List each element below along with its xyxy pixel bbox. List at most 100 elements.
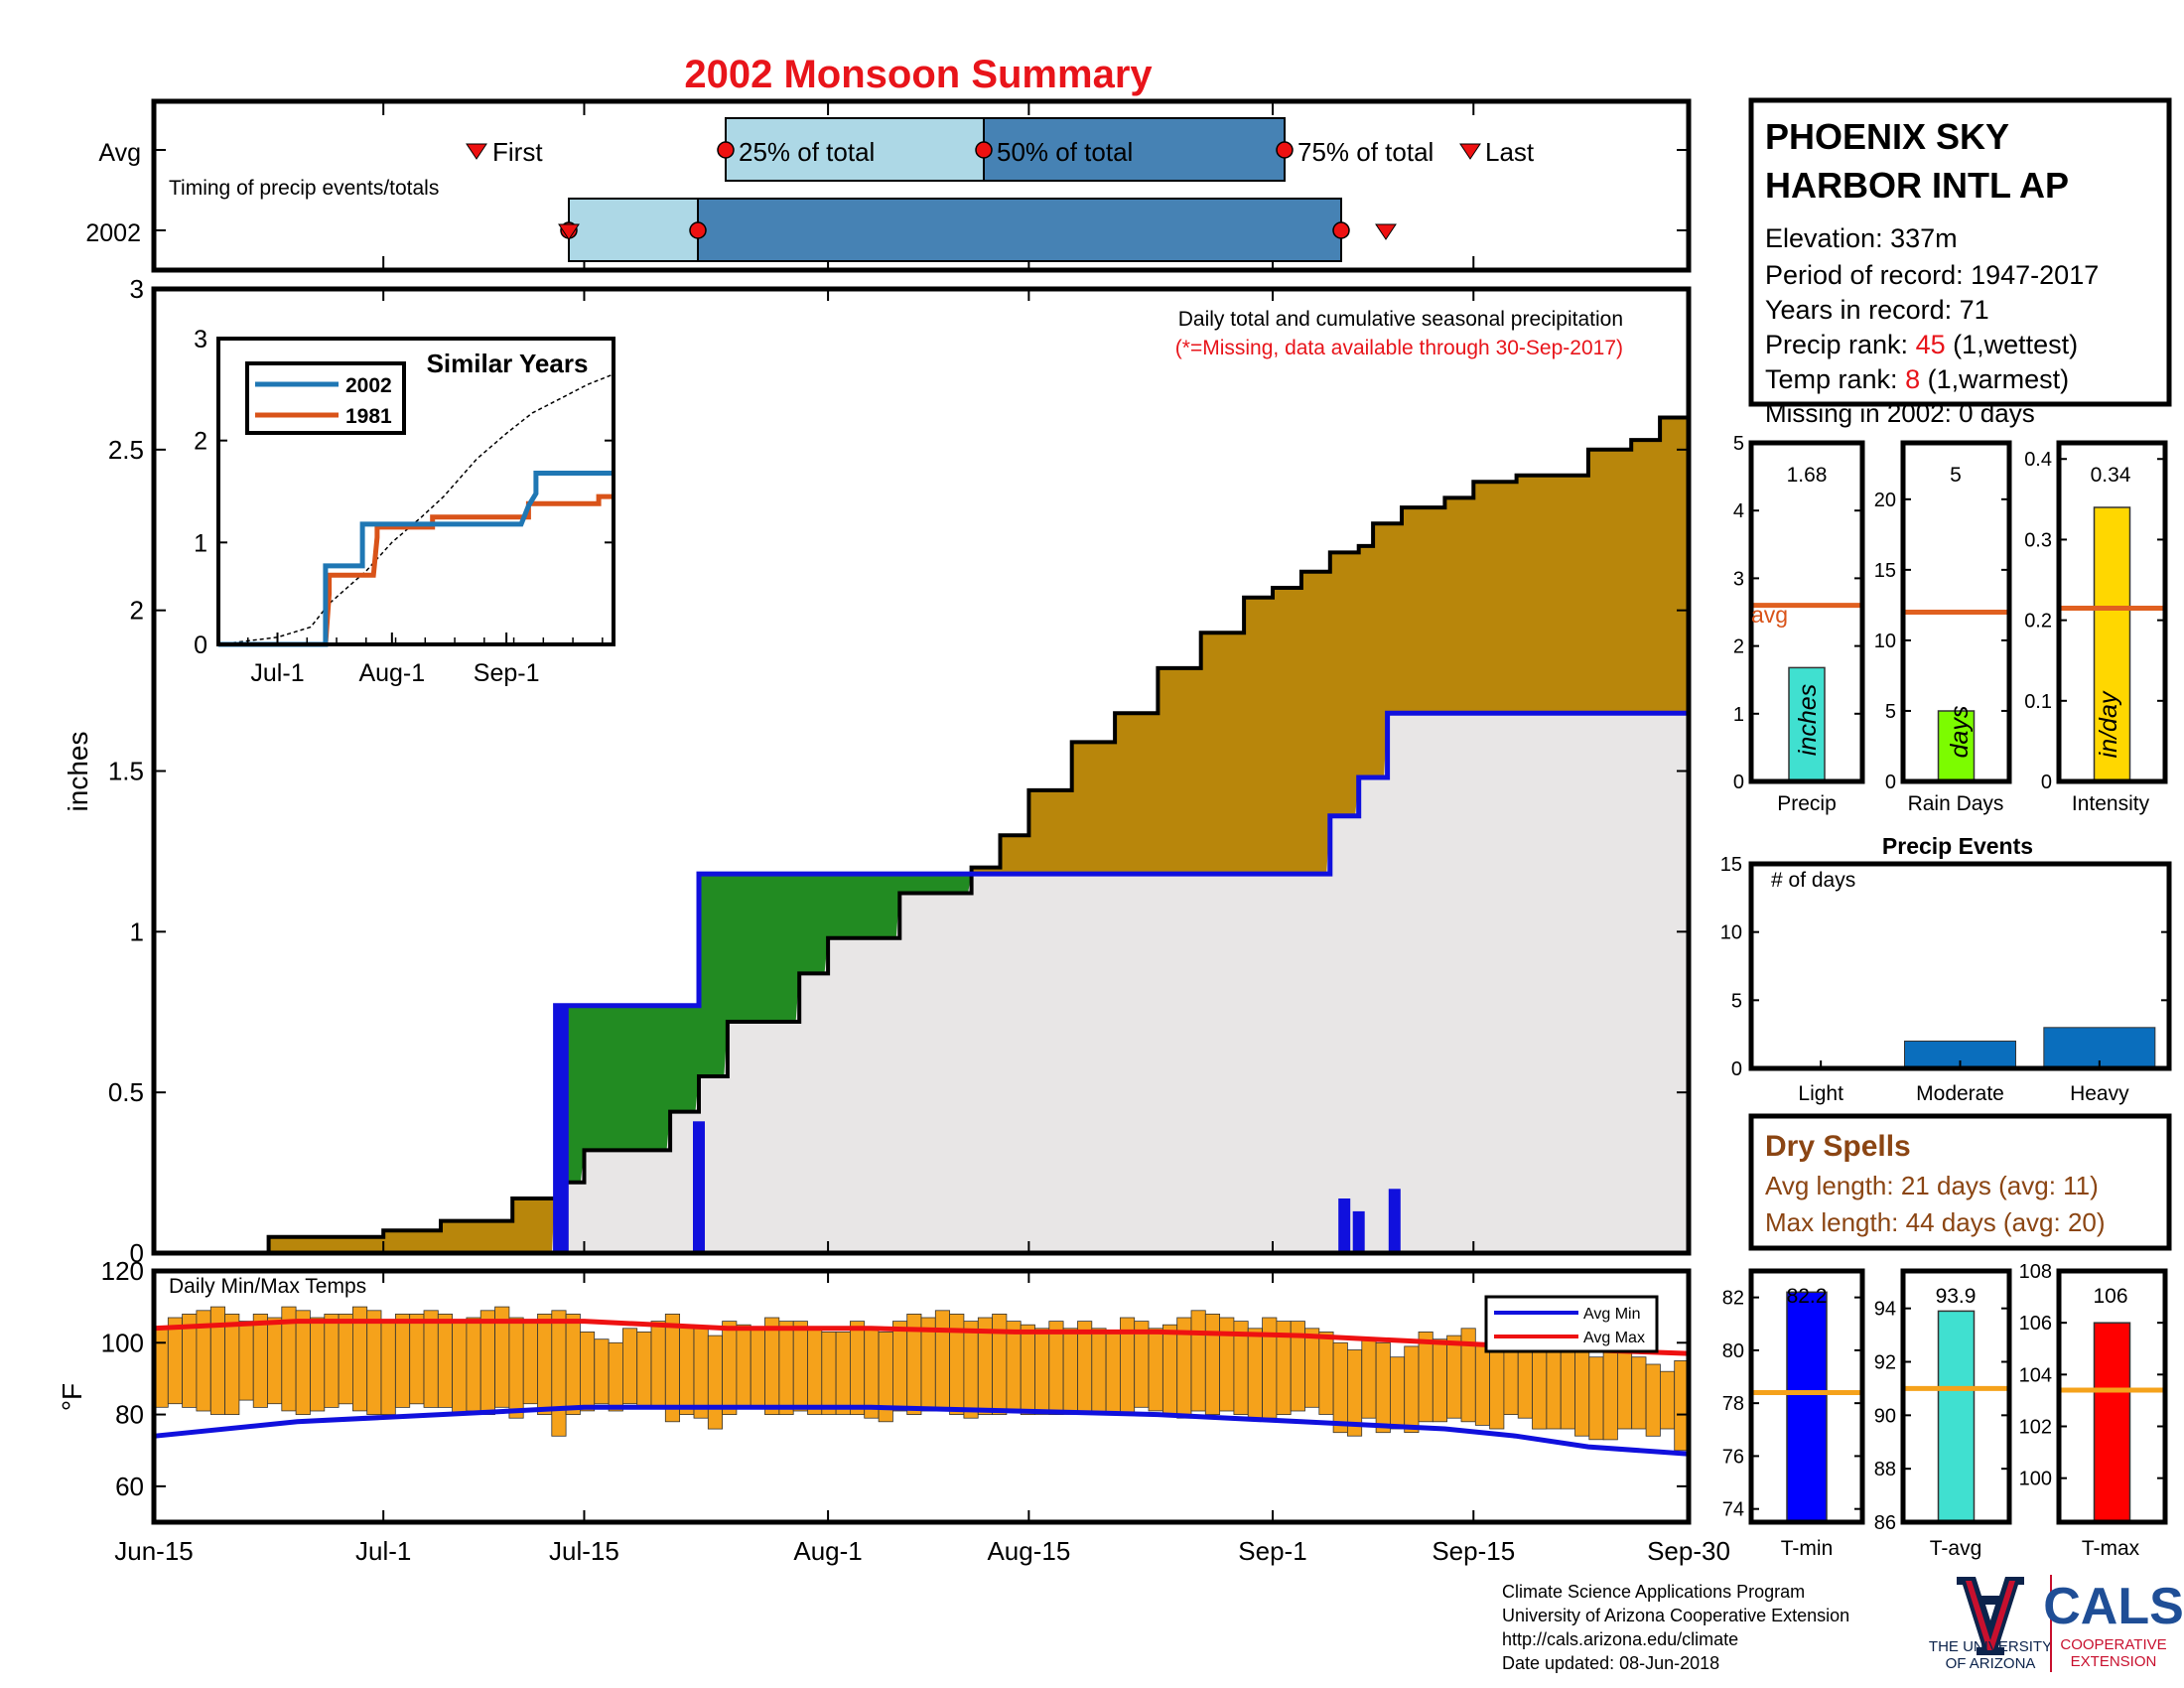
temp-bar-day-70 [1148, 1328, 1163, 1412]
tmax-panel-frame [2056, 1268, 2168, 1525]
precip-xlabel: Precip [1777, 792, 1837, 815]
events-frame [1748, 861, 2172, 1071]
timing-caption: Timing of precip events/totals [169, 177, 439, 200]
tmax-panel-bar [2093, 1322, 2131, 1523]
tmin-panel-ytick-label-1: 76 [1722, 1446, 1744, 1468]
inset-xtick-label-0: Jul-1 [250, 659, 304, 687]
daily-precip-bars [556, 1005, 1401, 1253]
temp-bar-day-29 [565, 1314, 581, 1416]
inset-legend-1981: 1981 [345, 405, 392, 428]
temp-bar-day-43 [764, 1317, 780, 1415]
legend-first: First [492, 137, 543, 167]
cals-logo-line-1: COOPERATIVE [2060, 1636, 2166, 1653]
inset-title: Similar Years [427, 349, 589, 378]
temp-bar-day-71 [1162, 1324, 1178, 1415]
temp-bar-day-101 [1588, 1356, 1604, 1441]
precip-panel-ytick-label-2: 2 [1733, 636, 1744, 658]
date-tick-label-1: Jul-1 [355, 1536, 411, 1566]
legend-50: 50% of total [997, 137, 1133, 167]
temp-bar-day-99 [1560, 1345, 1575, 1430]
temp-bar-day-77 [1247, 1328, 1263, 1419]
temp-bar-day-63 [1048, 1321, 1064, 1415]
footer: Climate Science Applications Program Uni… [1502, 1582, 1849, 1673]
temp-bar-day-12 [324, 1314, 340, 1408]
temp-bar-day-60 [1006, 1321, 1022, 1412]
tmax-panel-ytick-label-2: 104 [2019, 1364, 2052, 1386]
main-ytick-label-6: 3 [130, 274, 144, 304]
footer-line-4: Date updated: 08-Jun-2018 [1502, 1653, 1719, 1673]
intensity-unit-label: in/day [2095, 690, 2122, 758]
precip-panel-ytick-label-4: 4 [1733, 500, 1744, 522]
timing-panel: Avg 2002 First 25% of total 50% of total… [85, 98, 1692, 273]
temp-bar-day-55 [934, 1310, 951, 1408]
tmax-panel-ytick-label-1: 102 [2019, 1416, 2052, 1438]
dry-spells-box: Dry Spells Avg length: 21 days (avg: 11)… [1748, 1113, 2172, 1251]
daily-precip-bar-1 [556, 1005, 569, 1253]
tavg-panel-ytick-label-2: 90 [1874, 1405, 1896, 1427]
tmin-panel-ytick-label-0: 74 [1722, 1499, 1744, 1521]
main-ytick-label-5: 2.5 [108, 435, 144, 465]
temp-bar-day-17 [394, 1314, 411, 1408]
cals-logo-line-2: EXTENSION [2071, 1653, 2157, 1670]
temp-bar-day-62 [1034, 1328, 1050, 1415]
temp-bar-day-39 [707, 1335, 724, 1430]
cumulative-2002-line [154, 710, 1689, 1256]
inset-xtick-label-1: Aug-1 [358, 659, 425, 687]
tmin-xlabel: T-min [1781, 1537, 1834, 1560]
temp-bar-day-16 [380, 1321, 396, 1415]
temp-bar-day-49 [850, 1321, 866, 1415]
temp-bar-day-20 [437, 1314, 454, 1408]
events-ylabel: # of days [1771, 869, 1855, 892]
main-ytick-label-3: 1.5 [108, 757, 144, 786]
temp-bar-day-74 [1204, 1314, 1221, 1416]
y2002-last-marker [1375, 223, 1397, 240]
precip-panel-frame [1748, 440, 1865, 784]
temps-panel: 60 80 100 120 Daily Min/Max Temps °F Avg Mi… [57, 1256, 1692, 1525]
temp-bar-day-65 [1077, 1321, 1093, 1415]
temp-bar-day-102 [1602, 1349, 1618, 1441]
cals-logo: CALS [2043, 1578, 2184, 1635]
station-period: Period of record: 1947-2017 [1765, 260, 2099, 290]
temps-ytick-label-3: 120 [101, 1256, 144, 1286]
temp-bar-day-88 [1404, 1345, 1420, 1434]
temp-bar-day-64 [1062, 1328, 1078, 1415]
figure-title: 2002 Monsoon Summary [684, 53, 1153, 96]
intensity-panel-ytick-label-2: 0.2 [2024, 611, 2052, 633]
tmin-panel-ytick-label-2: 78 [1722, 1393, 1744, 1415]
main-panel: 0 0.5 1 1.5 2 2.5 3 Daily total and cumulative… [63, 274, 1692, 1268]
temp-bar-day-22 [466, 1317, 481, 1412]
precip-panel-ytick-label-0: 0 [1733, 772, 1744, 793]
tavg-panel-ytick-label-3: 92 [1874, 1352, 1896, 1374]
temp-bar-day-15 [366, 1310, 382, 1416]
footer-line-1: Climate Science Applications Program [1502, 1582, 1805, 1602]
precip-bar-value: 1.68 [1787, 464, 1828, 487]
temp-bar-day-85 [1361, 1338, 1377, 1419]
temp-bar-day-106 [1660, 1370, 1676, 1430]
raindays-unit-label: days [1946, 706, 1974, 759]
temp-bar-day-1 [167, 1317, 184, 1405]
temps-ytick-label-1: 80 [115, 1400, 144, 1430]
intensity-bar-value: 0.34 [2091, 464, 2131, 487]
events-ytick-label-3: 15 [1720, 854, 1742, 876]
temp-bar-day-82 [1318, 1332, 1334, 1415]
temp-bar-day-52 [892, 1321, 908, 1412]
main-ytick-label-4: 2 [130, 596, 144, 626]
daily-precip-bar-5 [1388, 1189, 1401, 1253]
inset-frame [216, 337, 615, 646]
tmax-panel-ytick-label-0: 100 [2019, 1469, 2052, 1490]
dry-spells-avg: Avg length: 21 days (avg: 11) [1765, 1171, 2099, 1200]
temp-bar-day-38 [693, 1328, 709, 1419]
main-ylabel: inches [63, 732, 93, 812]
temp-rank-value: 8 [1905, 364, 1920, 394]
main-ytick-label-1: 0.5 [108, 1077, 144, 1107]
dry-spells-frame [1748, 1113, 2172, 1251]
tavg-bar-value: 93.9 [1936, 1285, 1977, 1308]
daily-precip-bar-2 [693, 1121, 705, 1253]
footer-line-2: University of Arizona Cooperative Extens… [1502, 1606, 1849, 1625]
temp-bar-day-32 [608, 1341, 623, 1412]
y2002-box-25-75 [697, 198, 1342, 262]
tavg-panel-ytick-label-4: 94 [1874, 1299, 1896, 1321]
y2002-first-triangle [558, 223, 580, 240]
temp-bar-day-105 [1645, 1363, 1661, 1437]
